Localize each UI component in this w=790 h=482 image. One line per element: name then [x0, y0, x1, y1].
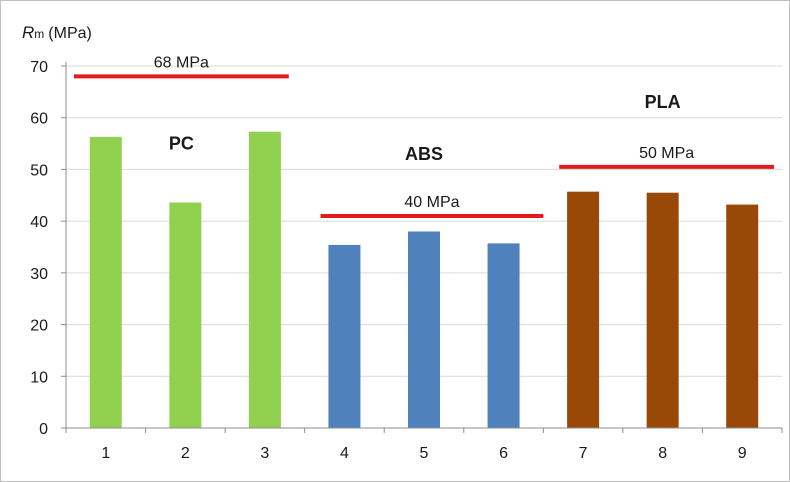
group-label: PC: [169, 134, 194, 154]
bar-4: [328, 244, 361, 428]
x-tick-label: 5: [420, 445, 429, 462]
reference-line-label: 40 MPa: [404, 194, 459, 211]
x-tick-label: 8: [658, 445, 667, 462]
bar-3: [248, 131, 281, 429]
y-tick-label: 20: [30, 318, 48, 335]
bars: [89, 131, 759, 429]
y-axis-label-subscript: m: [34, 27, 44, 41]
x-tick-label: 2: [181, 445, 190, 462]
y-tick-label: 40: [30, 214, 48, 231]
bar-9: [726, 204, 759, 428]
y-tick-label: 70: [30, 59, 48, 76]
y-tick-label: 30: [30, 266, 48, 283]
y-axis-label: Rm (MPa): [22, 23, 92, 42]
group-label: PLA: [645, 92, 681, 112]
y-axis-label-unit: (MPa): [48, 25, 92, 42]
y-axis-label-symbol: R: [22, 23, 34, 42]
x-tick-label: 1: [101, 445, 110, 462]
bar-1: [89, 136, 122, 428]
bar-6: [487, 243, 520, 428]
axes: 0 10 20 30 40 50 60 70 1 2 3 4 5 6 7 8 9: [30, 59, 783, 462]
y-tick-label: 0: [39, 421, 48, 438]
x-tick-label: 4: [340, 445, 349, 462]
y-tick-label: 60: [30, 111, 48, 128]
x-tick-label: 9: [738, 445, 747, 462]
y-tick-label: 10: [30, 369, 48, 386]
x-tick-label: 6: [499, 445, 508, 462]
y-tick-label: 50: [30, 162, 48, 179]
x-tick-label: 3: [260, 445, 269, 462]
bar-5: [408, 231, 440, 428]
bar-8: [646, 192, 679, 428]
bar-2: [169, 202, 202, 428]
reference-line-label: 50 MPa: [639, 145, 694, 162]
reference-line-label: 68 MPa: [154, 54, 209, 71]
group-label: ABS: [405, 144, 443, 164]
x-tick-label: 7: [579, 445, 588, 462]
reference-lines: 68 MPa 40 MPa 50 MPa: [73, 54, 775, 218]
group-labels: PC ABS PLA: [169, 92, 681, 164]
bar-7: [567, 191, 600, 428]
